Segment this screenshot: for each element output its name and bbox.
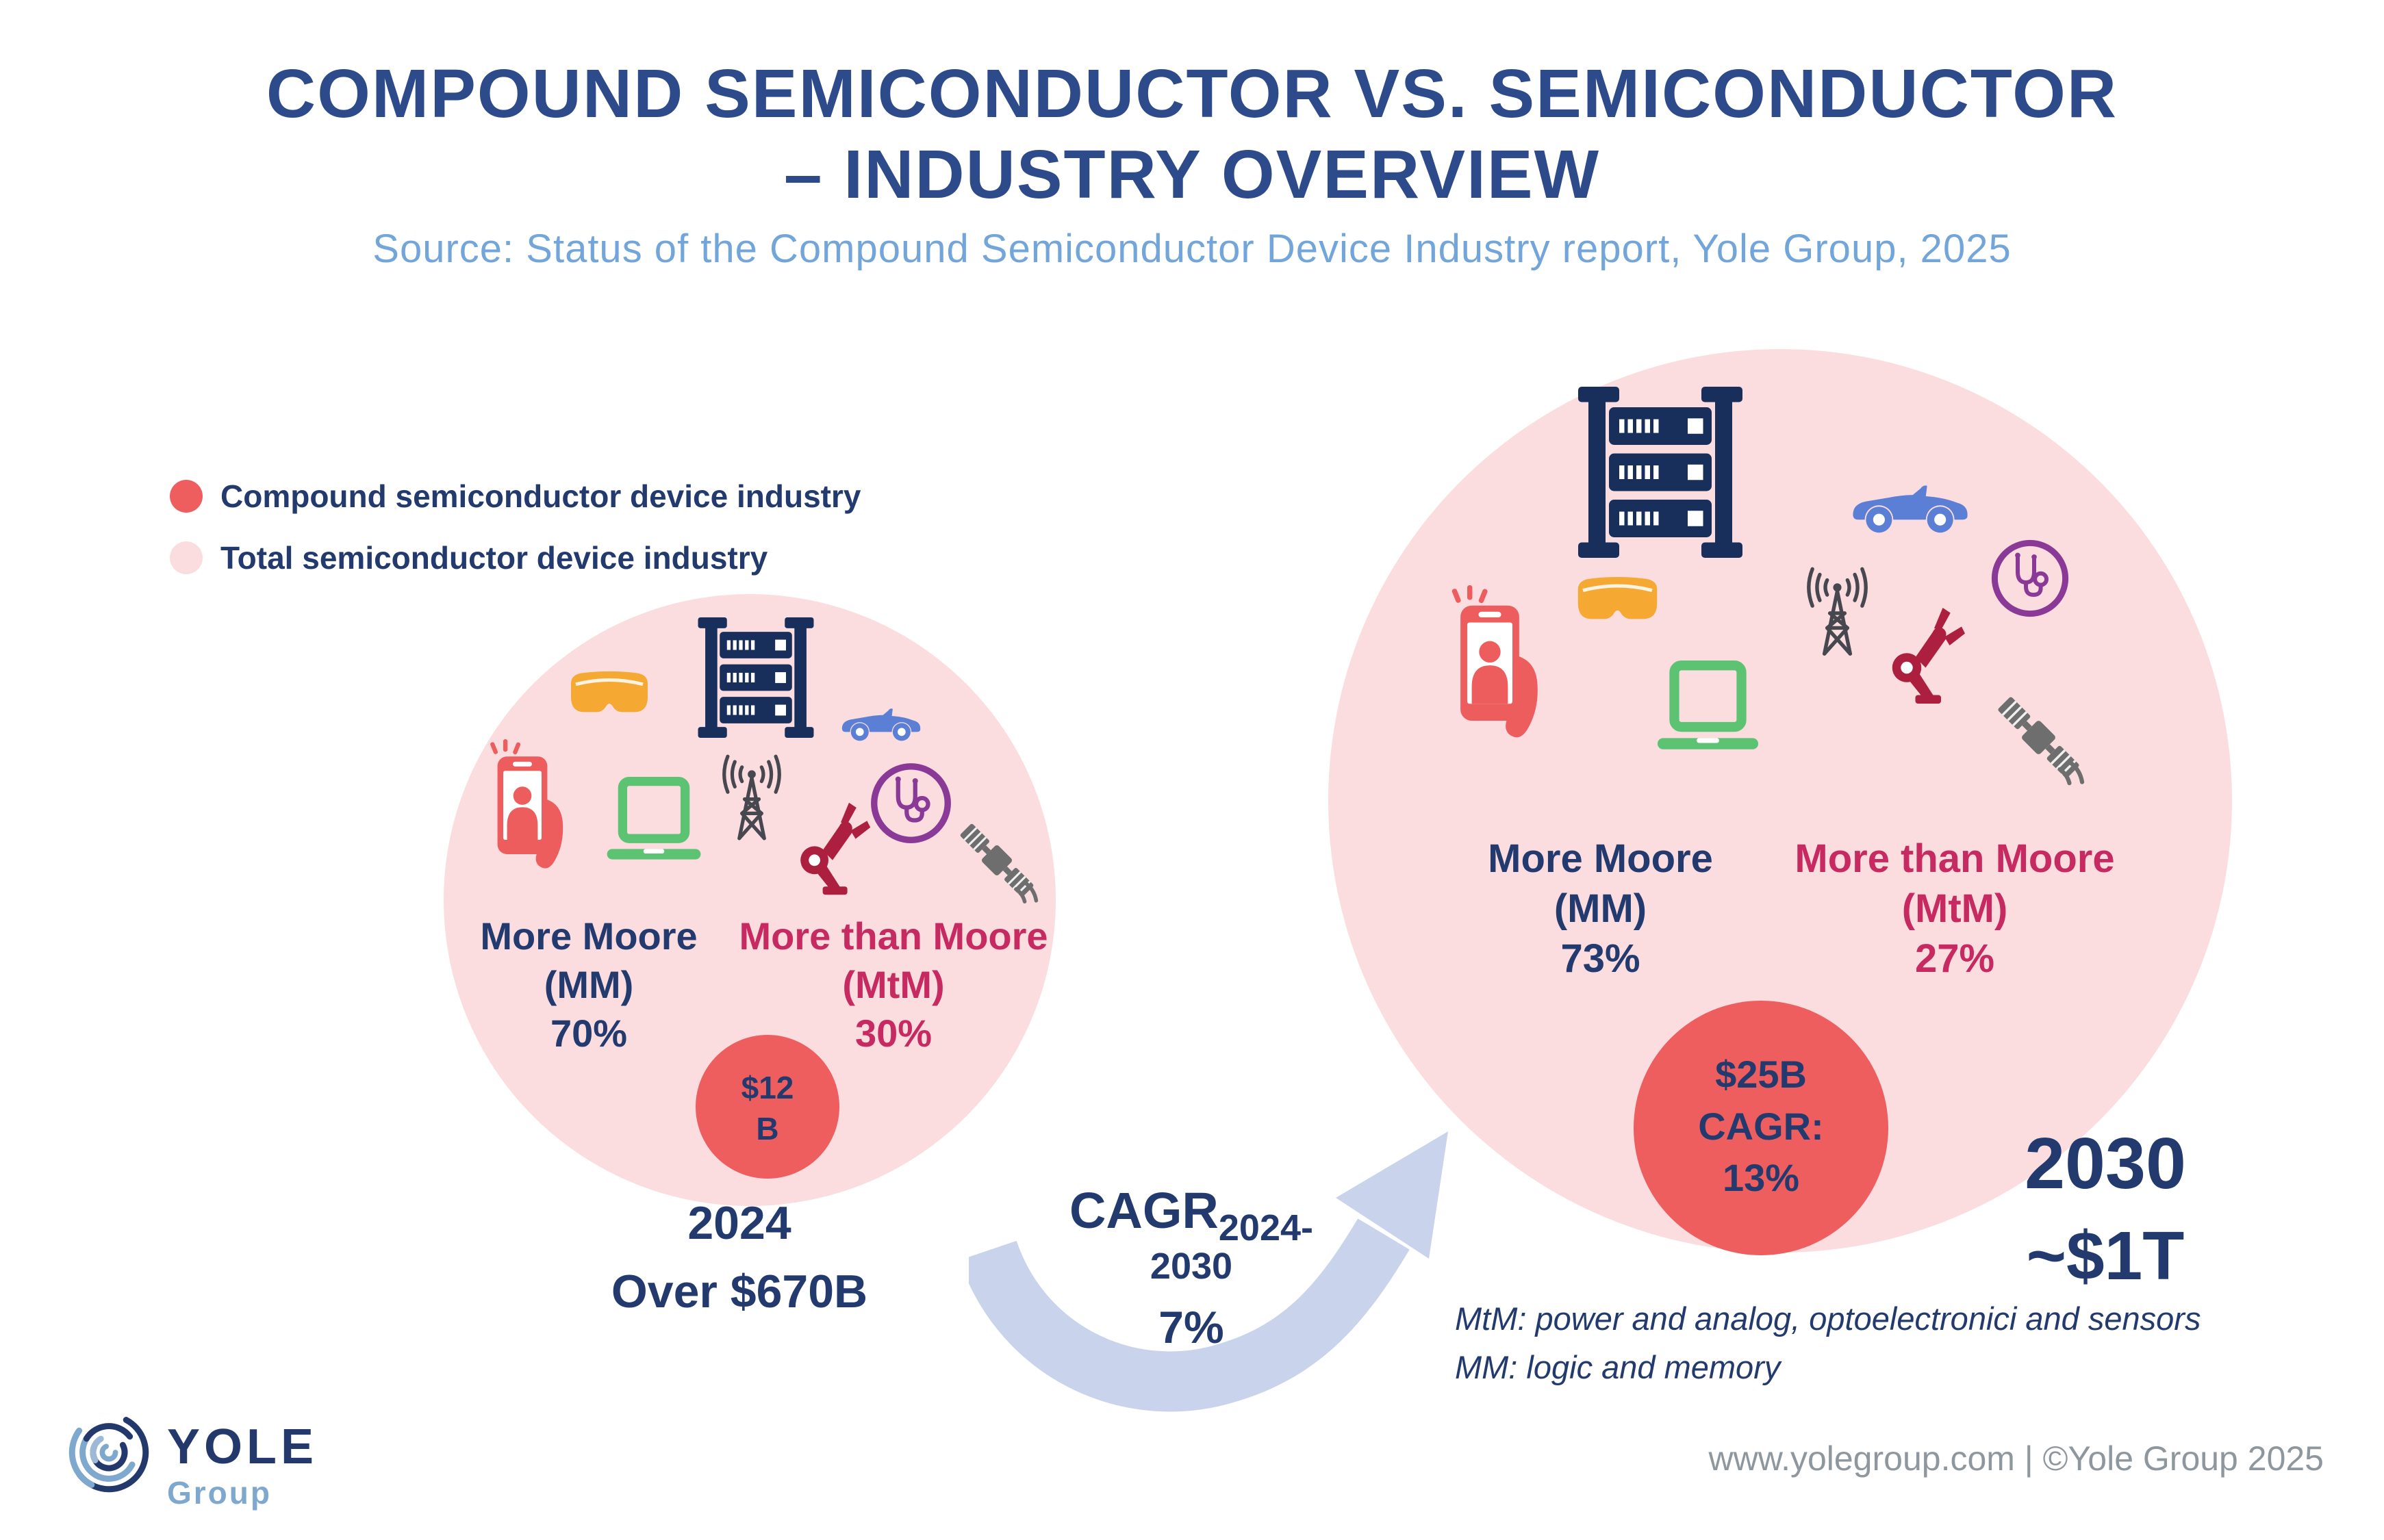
compound-market-bubble-2024: $12 B <box>696 1035 839 1179</box>
mm-abbr-2024: (MM) <box>544 963 634 1007</box>
total-value-2024: Over $670B <box>611 1266 868 1318</box>
mtm-share-2030: 27% <box>1914 936 1995 981</box>
segment-more-moore-2024: More Moore (MM) 70% <box>438 912 739 1057</box>
footnote: MtM: power and analog, optoelectronici a… <box>1455 1295 2201 1391</box>
cagr-period-end: 2030 <box>1150 1246 1233 1287</box>
robot-arm-icon <box>791 799 874 898</box>
footnote-mm: MM: logic and memory <box>1455 1348 1781 1385</box>
compound-market-bubble-2030: $25B CAGR: 13% <box>1634 1001 1888 1255</box>
source-subtitle: Source: Status of the Compound Semicondu… <box>372 227 2012 271</box>
server-rack-icon-large <box>1575 387 1746 558</box>
mtm-abbr-2024: (MtM) <box>842 963 945 1007</box>
smartphone-selfie-icon <box>484 739 580 873</box>
server-rack-icon <box>696 615 816 741</box>
laptop-icon-large <box>1638 660 1778 758</box>
compound-cagr-label-2030: CAGR: <box>1698 1104 1824 1148</box>
cagr-period-start: 2024- <box>1218 1207 1313 1248</box>
legend-item-total: Total semiconductor device industry <box>170 539 768 576</box>
page-title-line2: – INDUSTRY OVERVIEW <box>784 136 1600 213</box>
year-label-2030: 2030 <box>2025 1123 2186 1204</box>
convertible-car-icon <box>837 689 926 743</box>
yole-logo-subtext: Group <box>167 1475 272 1511</box>
segment-more-than-moore-2024: More than Moore (MtM) 30% <box>733 912 1054 1057</box>
segment-more-moore-2030: More Moore (MM) 73% <box>1445 834 1756 984</box>
yole-logo-wordmark: YOLE Group <box>167 1422 318 1509</box>
radio-tower-icon <box>707 753 796 851</box>
smartphone-selfie-icon-large <box>1445 585 1558 743</box>
stethoscope-icon-large <box>1989 537 2071 619</box>
vr-goggles-icon-large <box>1568 574 1667 643</box>
satellite-icon <box>949 812 1045 908</box>
laptop-icon <box>589 776 719 867</box>
robot-arm-icon-large <box>1883 604 1968 707</box>
legend-dot-total-pink <box>170 541 203 574</box>
legend-dot-compound-red <box>170 480 203 513</box>
year-label-2024: 2024 <box>687 1197 791 1249</box>
satellite-icon-large <box>1986 684 2092 791</box>
vr-goggles-icon <box>561 668 657 735</box>
legend-label-compound: Compound semiconductor device industry <box>220 478 861 514</box>
cagr-line1: CAGR2024- <box>1041 1181 1342 1248</box>
cagr-value: 7% <box>1158 1302 1224 1352</box>
legend-label-total: Total semiconductor device industry <box>220 540 768 576</box>
segment-more-than-moore-2030: More than Moore (MtM) 27% <box>1780 834 2129 984</box>
yole-logo-icon <box>65 1409 153 1496</box>
growth-arrow-icon <box>969 1131 1448 1412</box>
legend-item-compound: Compound semiconductor device industry <box>170 478 861 515</box>
stethoscope-icon <box>868 760 954 846</box>
convertible-car-icon-large <box>1845 457 1975 535</box>
radio-tower-icon-large <box>1791 565 1884 667</box>
mm-name-2024: More Moore <box>480 914 698 958</box>
copyright-credit: www.yolegroup.com | ©Yole Group 2025 <box>1708 1439 2324 1478</box>
mm-abbr-2030: (MM) <box>1554 886 1647 932</box>
mm-name-2030: More Moore <box>1488 836 1713 881</box>
compound-value-2030: $25B <box>1715 1053 1807 1096</box>
compound-value-unit-2024: B <box>756 1110 779 1146</box>
mtm-abbr-2030: (MtM) <box>1901 886 2008 932</box>
total-value-2030: ~$1T <box>2026 1218 2185 1294</box>
mtm-name-2030: More than Moore <box>1795 836 2115 881</box>
footnote-mtm: MtM: power and analog, optoelectronici a… <box>1455 1300 2201 1337</box>
compound-cagr-value-2030: 13% <box>1722 1156 1800 1200</box>
page-title: COMPOUND SEMICONDUCTOR VS. SEMICONDUCTOR… <box>0 53 2384 215</box>
mm-share-2024: 70% <box>550 1012 628 1055</box>
cagr-label: CAGR <box>1069 1182 1219 1239</box>
mtm-share-2024: 30% <box>854 1012 933 1055</box>
compound-value-2024: $12 <box>741 1070 794 1105</box>
cagr-annotation: CAGR2024- 2030 7% <box>1041 1181 1342 1353</box>
mtm-name-2024: More than Moore <box>739 914 1048 958</box>
yole-logo-text: YOLE <box>167 1420 318 1474</box>
page-title-line1: COMPOUND SEMICONDUCTOR VS. SEMICONDUCTOR <box>266 55 2118 132</box>
mm-share-2030: 73% <box>1560 936 1640 981</box>
